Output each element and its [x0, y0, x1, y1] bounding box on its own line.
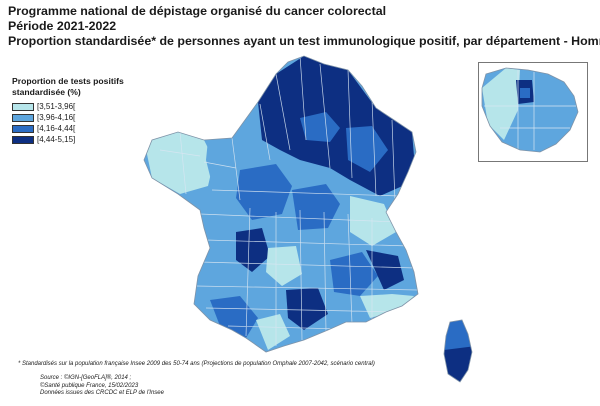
france-outline — [143, 55, 419, 353]
legend-item-class-4: [4,44-5,15] — [12, 134, 152, 145]
region-pyrenees-center-low — [256, 314, 290, 350]
region-provence-north — [330, 252, 378, 296]
map-title-block: Programme national de dépistage organisé… — [8, 4, 600, 49]
legend-label-class-2: [3,96-4,16[ — [37, 113, 76, 122]
legend-swatch-class-3 — [12, 124, 34, 133]
region-riviera-low — [360, 294, 414, 318]
region-brittany-low — [144, 132, 214, 194]
ile-de-france-outline — [481, 67, 579, 153]
ile-de-france-inset-map — [482, 68, 578, 152]
region-aquitaine — [196, 224, 248, 300]
sources-block: Source : ©IGN-[GeoFLA]®, 2014 ; ©Santé p… — [40, 375, 164, 398]
legend-title-line-2: standardisée (%) — [12, 87, 81, 97]
region-limousin-high — [236, 228, 270, 272]
legend-swatch-class-2 — [12, 113, 34, 122]
footnote-standardisation: * Standardisés sur la population françai… — [18, 361, 375, 367]
legend-swatch-class-4 — [12, 135, 34, 144]
region-occitanie-high — [286, 288, 328, 330]
legend-title-line-1: Proportion de tests positifs — [12, 76, 124, 86]
source-line-2: ©Santé publique France, 15/02/2023 — [40, 382, 139, 389]
region-east-mid — [346, 126, 388, 172]
legend-item-class-2: [3,96-4,16[ — [12, 112, 152, 123]
region-paris-mid — [300, 112, 340, 142]
map-legend: Proportion de tests positifs standardisé… — [12, 76, 152, 145]
map-title-line-2: Période 2021-2022 — [8, 19, 117, 33]
region-auvergne-low — [266, 246, 302, 286]
map-title-line-1: Programme national de dépistage organisé… — [8, 4, 387, 18]
legend-swatch-class-1 — [12, 102, 34, 111]
legend-item-class-3: [4,16-4,44[ — [12, 123, 152, 134]
source-line-3: Données issues des CRCDC et ELP de l'Ins… — [40, 390, 164, 396]
legend-item-class-1: [3,51-3,96[ — [12, 101, 152, 112]
corsica — [444, 320, 472, 382]
region-normandy-west — [206, 138, 244, 184]
legend-label-class-3: [4,16-4,44[ — [37, 124, 76, 133]
map-title-line-3: Proportion standardisée* de personnes ay… — [8, 34, 600, 48]
legend-label-class-1: [3,51-3,96[ — [37, 102, 76, 111]
source-line-1: Source : ©IGN-[GeoFLA]®, 2014 ; — [40, 375, 132, 381]
legend-label-class-4: [4,44-5,15] — [37, 135, 76, 144]
mainland-france — [144, 56, 418, 352]
region-alps-high — [366, 250, 404, 290]
corsica-outline — [443, 319, 473, 383]
